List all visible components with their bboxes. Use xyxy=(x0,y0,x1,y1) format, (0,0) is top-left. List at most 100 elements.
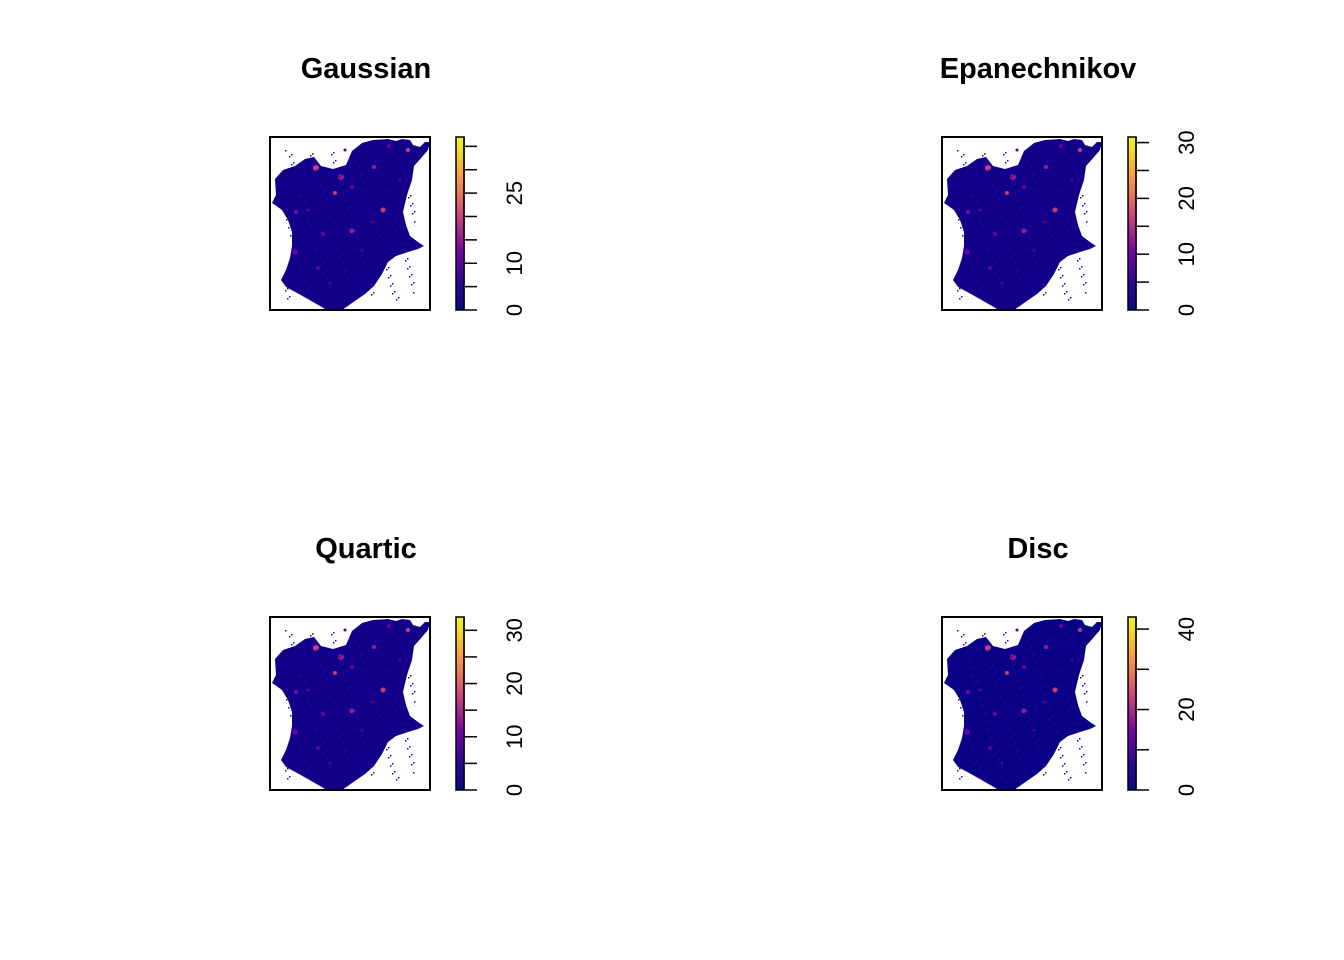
texture-dot xyxy=(314,161,316,163)
texture-dot xyxy=(987,240,989,242)
texture-dot xyxy=(317,248,319,250)
colorbar xyxy=(455,616,465,791)
texture-dot xyxy=(1058,269,1060,271)
texture-dot xyxy=(1023,704,1025,706)
texture-dot xyxy=(355,710,357,712)
texture-dot xyxy=(1049,638,1051,640)
texture-dot xyxy=(323,742,325,744)
texture-dot xyxy=(983,704,985,706)
texture-dot xyxy=(981,226,983,228)
texture-dot xyxy=(300,755,302,757)
texture-dot xyxy=(325,280,327,282)
texture-dot xyxy=(290,705,292,707)
texture-dot xyxy=(299,196,301,198)
texture-dot xyxy=(360,175,362,177)
texture-dot xyxy=(337,658,339,660)
texture-dot xyxy=(304,761,306,763)
texture-dot xyxy=(1052,245,1054,247)
hotspot xyxy=(1078,148,1082,152)
texture-dot xyxy=(407,258,409,260)
texture-dot xyxy=(319,266,321,268)
texture-dot xyxy=(341,654,343,656)
texture-dot xyxy=(345,680,347,682)
texture-dot xyxy=(1048,229,1050,231)
hotspot xyxy=(1052,207,1058,213)
texture-dot xyxy=(1046,711,1048,713)
texture-dot xyxy=(375,640,377,642)
texture-dot xyxy=(1023,694,1025,696)
texture-dot xyxy=(350,285,352,287)
texture-dot xyxy=(987,730,989,732)
texture-dot xyxy=(367,278,369,280)
texture-dot xyxy=(1072,165,1074,167)
texture-dot xyxy=(986,641,988,643)
texture-dot xyxy=(338,727,340,729)
texture-dot xyxy=(301,684,303,686)
texture-dot xyxy=(1054,253,1056,255)
texture-dot xyxy=(997,280,999,282)
texture-dot xyxy=(333,152,335,154)
texture-dot xyxy=(347,198,349,200)
texture-dot xyxy=(305,210,307,212)
hotspot xyxy=(1052,687,1058,693)
texture-dot xyxy=(317,738,319,740)
texture-dot xyxy=(988,659,990,661)
texture-dot xyxy=(373,772,375,774)
texture-dot xyxy=(1011,176,1013,178)
hotspot xyxy=(1015,148,1019,152)
texture-dot xyxy=(1073,724,1075,726)
texture-dot xyxy=(291,644,293,646)
texture-dot xyxy=(393,692,395,694)
texture-dot xyxy=(313,722,315,724)
texture-dot xyxy=(972,745,974,747)
texture-dot xyxy=(1045,632,1047,634)
texture-dot xyxy=(289,636,291,638)
hotspot xyxy=(1070,658,1074,662)
texture-dot xyxy=(380,245,382,247)
texture-dot xyxy=(1026,631,1028,633)
texture-dot xyxy=(315,240,317,242)
texture-dot xyxy=(368,677,370,679)
texture-dot xyxy=(382,243,384,245)
texture-dot xyxy=(1080,677,1082,679)
texture-dot xyxy=(975,202,977,204)
texture-dot xyxy=(358,167,360,169)
hotspot xyxy=(406,148,410,152)
texture-dot xyxy=(338,247,340,249)
texture-dot xyxy=(1013,184,1015,186)
texture-dot xyxy=(332,713,334,715)
hotspot xyxy=(1070,178,1074,182)
texture-dot xyxy=(399,706,401,708)
texture-dot xyxy=(372,213,374,215)
texture-dot xyxy=(370,685,372,687)
texture-dot xyxy=(380,725,382,727)
texture-dot xyxy=(989,248,991,250)
texture-dot xyxy=(1053,164,1055,166)
texture-dot xyxy=(285,290,287,292)
density-map xyxy=(269,136,431,311)
hotspot xyxy=(321,712,325,716)
texture-dot xyxy=(333,162,335,164)
texture-dot xyxy=(1010,247,1012,249)
texture-dot xyxy=(957,150,959,152)
texture-dot xyxy=(306,289,308,291)
texture-dot xyxy=(1042,695,1044,697)
texture-dot xyxy=(1012,745,1014,747)
texture-dot xyxy=(960,707,962,709)
texture-dot xyxy=(1040,677,1042,679)
texture-dot xyxy=(378,227,380,229)
texture-dot xyxy=(988,179,990,181)
texture-dot xyxy=(329,286,331,288)
texture-dot xyxy=(397,708,399,710)
texture-dot xyxy=(1014,263,1016,265)
texture-dot xyxy=(1025,702,1027,704)
texture-dot xyxy=(1024,293,1026,295)
texture-dot xyxy=(1007,170,1009,172)
texture-dot xyxy=(296,249,298,251)
texture-dot xyxy=(1051,646,1053,648)
texture-dot xyxy=(308,287,310,289)
texture-dot xyxy=(1010,257,1012,259)
hotspots xyxy=(285,144,416,301)
texture-dot xyxy=(335,640,337,642)
texture-dot xyxy=(1034,663,1036,665)
